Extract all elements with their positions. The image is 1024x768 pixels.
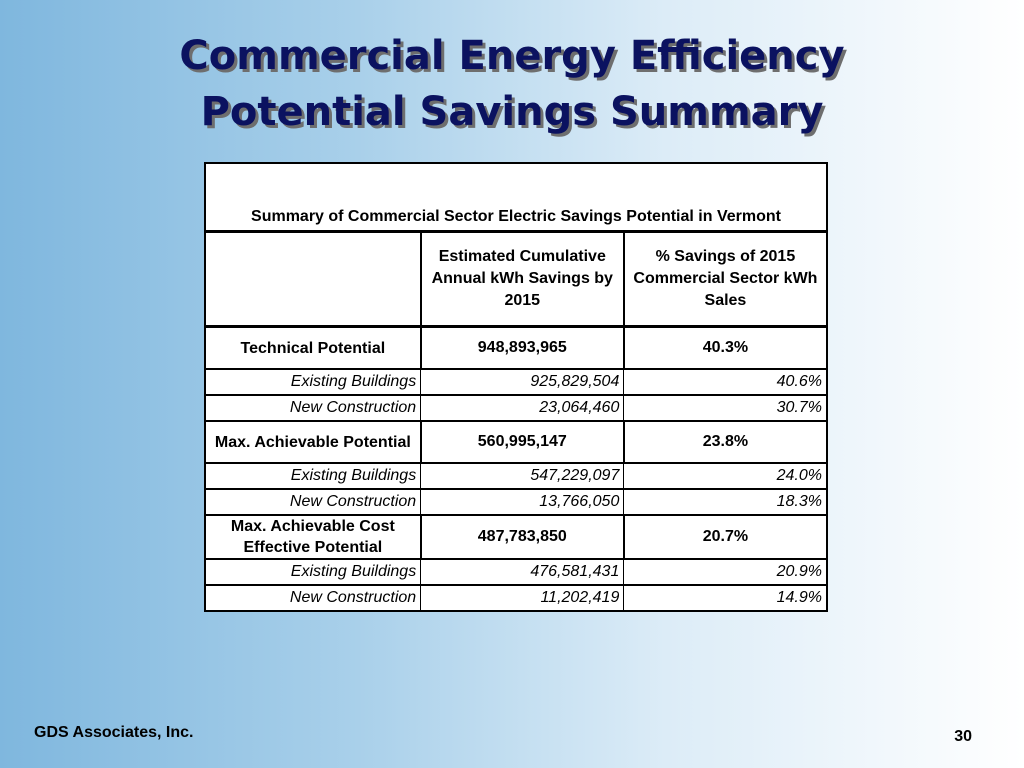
row-kwh: 11,202,419	[420, 585, 624, 612]
row-kwh: 13,766,050	[420, 489, 624, 516]
row-pct: 20.9%	[623, 559, 829, 586]
table-row: New Construction 11,202,419 14.9%	[204, 585, 829, 612]
row-pct: 23.8%	[622, 421, 829, 464]
slide-title-line-2: Potential Savings Summary	[200, 89, 824, 135]
row-label: New Construction	[204, 585, 421, 612]
row-kwh: 948,893,965	[419, 326, 624, 370]
page-number: 30	[954, 728, 972, 745]
row-label: Technical Potential	[204, 326, 421, 370]
slide-title: Commercial Energy Efficiency Potential S…	[0, 28, 1024, 140]
table-row: Max. Achievable Cost Effective Potential…	[204, 515, 829, 560]
header-cell-kwh-savings: Estimated Cumulative Annual kWh Savings …	[419, 231, 624, 328]
row-label: Existing Buildings	[204, 463, 421, 490]
table-caption: Summary of Commercial Sector Electric Sa…	[204, 162, 828, 233]
table-header-row: Estimated Cumulative Annual kWh Savings …	[204, 231, 829, 328]
row-pct: 30.7%	[623, 395, 829, 422]
row-kwh: 23,064,460	[420, 395, 624, 422]
table-row: New Construction 13,766,050 18.3%	[204, 489, 829, 516]
row-kwh: 547,229,097	[420, 463, 624, 490]
row-kwh: 476,581,431	[420, 559, 624, 586]
row-label: Max. Achievable Cost Effective Potential	[204, 515, 421, 560]
table-row: Existing Buildings 925,829,504 40.6%	[204, 369, 829, 396]
row-kwh: 560,995,147	[419, 421, 624, 464]
table-row: Existing Buildings 547,229,097 24.0%	[204, 463, 829, 490]
row-label: New Construction	[204, 395, 421, 422]
row-pct: 20.7%	[622, 515, 829, 560]
table-row: Technical Potential 948,893,965 40.3%	[204, 326, 829, 370]
row-label: New Construction	[204, 489, 421, 516]
header-cell-blank	[204, 231, 421, 328]
row-label: Existing Buildings	[204, 559, 421, 586]
row-pct: 40.3%	[622, 326, 829, 370]
table-caption-row: Summary of Commercial Sector Electric Sa…	[204, 162, 828, 233]
table-row: New Construction 23,064,460 30.7%	[204, 395, 829, 422]
row-pct: 40.6%	[623, 369, 829, 396]
row-pct: 18.3%	[623, 489, 829, 516]
footer-company-name: GDS Associates, Inc.	[34, 724, 194, 741]
row-kwh: 487,783,850	[419, 515, 624, 560]
row-label: Max. Achievable Potential	[204, 421, 421, 464]
row-label: Existing Buildings	[204, 369, 421, 396]
row-kwh: 925,829,504	[420, 369, 624, 396]
slide-title-line-1: Commercial Energy Efficiency	[179, 33, 845, 79]
row-pct: 14.9%	[623, 585, 829, 612]
savings-summary-table: Summary of Commercial Sector Electric Sa…	[204, 162, 829, 612]
table-row: Max. Achievable Potential 560,995,147 23…	[204, 421, 829, 464]
header-cell-pct-savings: % Savings of 2015 Commercial Sector kWh …	[622, 231, 829, 328]
table-row: Existing Buildings 476,581,431 20.9%	[204, 559, 829, 586]
row-pct: 24.0%	[623, 463, 829, 490]
